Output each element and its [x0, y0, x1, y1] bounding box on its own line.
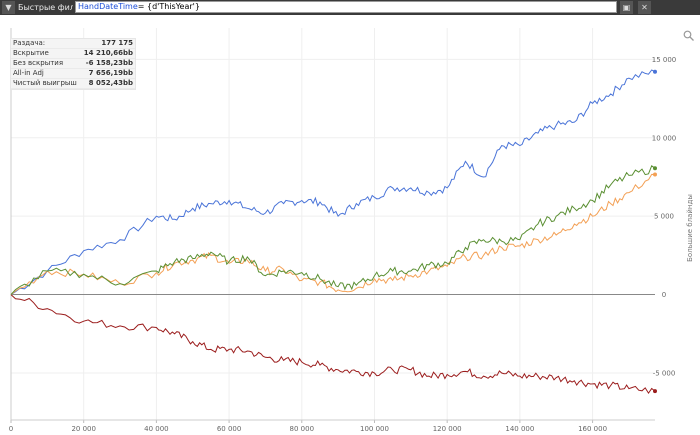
grid-lines [10, 28, 655, 420]
stats-panel: Раздача: 177 175 Вскрытие 14 210,66bb Без вс… [10, 38, 136, 90]
x-tick-label: 60 000 [217, 425, 242, 433]
series-end-point-showdown [653, 69, 657, 74]
quick-filter-label: Быстрые фильт [18, 3, 73, 12]
y-tick-label: 15 000 [652, 56, 677, 64]
stat-value: -6 158,23bb [85, 59, 133, 67]
quick-filter-toolbar: ▼ Быстрые фильт HandDateTime= {d'ThisYea… [0, 0, 700, 15]
series-line-non-showdown [10, 294, 656, 395]
y-tick-label: 0 [662, 291, 666, 299]
y-axis-label: Большие блайнды [686, 194, 694, 262]
x-tick-label: 140 000 [505, 425, 534, 433]
stat-value: 14 210,66bb [83, 49, 133, 57]
winnings-graph: 0 20 000 40 000 60 000 80 000 100 000 120 000 1… [9, 28, 694, 433]
filter-expression-input[interactable]: HandDateTime= {d'ThisYear'} [75, 1, 617, 13]
x-tick-label: 20 000 [71, 425, 96, 433]
stat-row: Раздача: 177 175 [11, 39, 135, 49]
filter-expression-rest: = {d'ThisYear'} [137, 2, 200, 11]
stat-label: Вскрытие [13, 49, 49, 57]
x-tick-label: 40 000 [144, 425, 169, 433]
axes: 0 20 000 40 000 60 000 80 000 100 000 120 000 1… [9, 28, 676, 433]
save-icon[interactable]: ▣ [620, 1, 633, 14]
search-icon[interactable] [683, 30, 694, 41]
x-tick-label: 120 000 [433, 425, 462, 433]
series-line-net-won [10, 165, 656, 295]
stat-label: Раздача: [13, 39, 46, 47]
stat-row: All-in Adj 7 656,19bb [11, 69, 135, 79]
stat-value: 177 175 [101, 39, 133, 47]
close-icon[interactable]: ✕ [638, 1, 651, 14]
x-tick-label: 100 000 [360, 425, 389, 433]
series-lines [10, 69, 657, 395]
stat-value: 7 656,19bb [88, 69, 133, 77]
stat-row: Без вскрытия -6 158,23bb [11, 59, 135, 69]
series-end-point-non-showdown [653, 389, 657, 394]
series-line-allin-adj [10, 173, 656, 295]
stat-row: Вскрытие 14 210,66bb [11, 49, 135, 59]
stat-label: Без вскрытия [13, 59, 64, 67]
stat-row: Чистый выигрыш 8 052,43bb [11, 79, 135, 89]
x-tick-label: 0 [9, 425, 13, 433]
stat-label: Чистый выигрыш [13, 79, 77, 87]
funnel-icon[interactable]: ▼ [2, 1, 15, 14]
series-end-point-allin-adj [653, 172, 657, 177]
series-end-point-net-won [653, 166, 657, 171]
filter-field-name: HandDateTime [78, 2, 138, 11]
series-line-showdown [10, 69, 656, 296]
x-tick-label: 80 000 [290, 425, 315, 433]
y-tick-label: 5 000 [654, 213, 674, 221]
x-tick-label: 160 000 [578, 425, 607, 433]
stat-label: All-in Adj [13, 69, 44, 77]
y-tick-label: -5 000 [653, 369, 676, 377]
stat-value: 8 052,43bb [88, 79, 133, 87]
y-tick-label: 10 000 [652, 134, 677, 142]
